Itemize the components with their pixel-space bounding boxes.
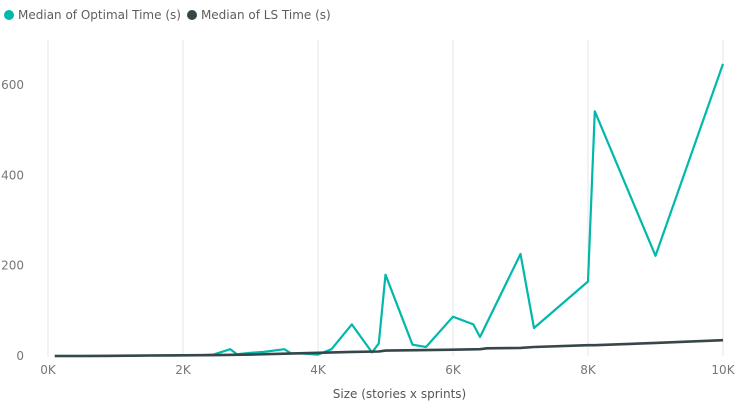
x-tick-label: 10K	[711, 363, 735, 377]
x-tick-label: 2K	[175, 363, 192, 377]
x-tick-label: 4K	[310, 363, 327, 377]
gridlines	[47, 40, 724, 356]
legend-label-ls-time: Median of LS Time (s)	[200, 8, 331, 22]
legend-marker-optimal-time	[4, 10, 14, 20]
y-tick-label: 0	[16, 349, 24, 363]
y-tick-label: 200	[1, 259, 24, 273]
x-tick-label: 0K	[40, 363, 57, 377]
legend: Median of Optimal Time (s) Median of LS …	[4, 8, 337, 22]
y-tick-label: 600	[1, 78, 24, 92]
series-lines	[54, 63, 725, 358]
legend-marker-ls-time	[186, 10, 197, 20]
y-axis-ticks: 0 200 400 600	[1, 78, 24, 363]
y-tick-label: 400	[1, 168, 24, 182]
legend-item-ls-time[interactable]: Median of LS Time (s)	[186, 8, 331, 22]
x-axis-ticks: 0K 2K 4K 6K 8K 10K	[40, 363, 735, 377]
x-tick-label: 8K	[580, 363, 597, 377]
x-axis-title: Size (stories x sprints)	[333, 387, 466, 401]
series-line-optimal-time[interactable]	[54, 63, 725, 358]
legend-item-optimal-time[interactable]: Median of Optimal Time (s)	[4, 8, 181, 22]
x-tick-label: 6K	[445, 363, 462, 377]
legend-label-optimal-time: Median of Optimal Time (s)	[18, 8, 181, 22]
series-line-ls-time[interactable]	[54, 338, 724, 358]
